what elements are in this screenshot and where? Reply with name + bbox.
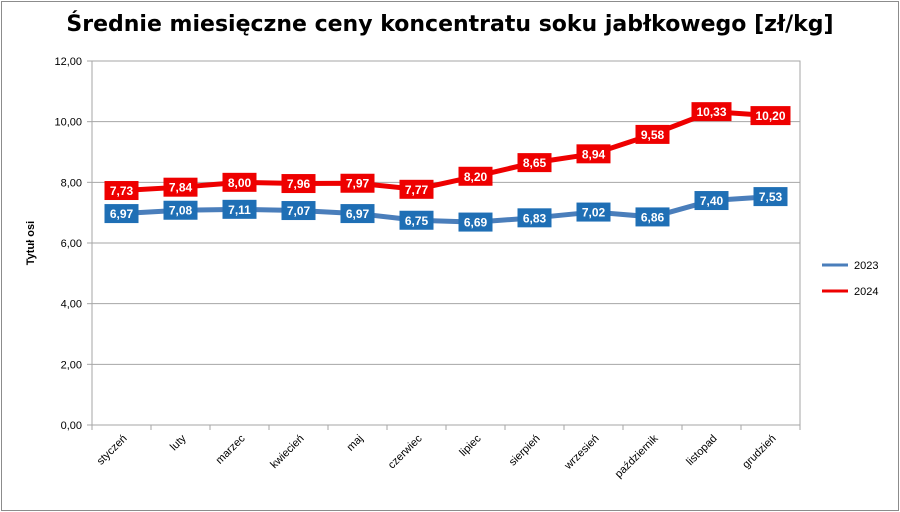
data-label-box bbox=[281, 174, 316, 194]
data-label-box bbox=[340, 204, 375, 224]
data-label-box bbox=[399, 210, 434, 230]
data-label-box bbox=[222, 172, 257, 192]
x-tick-label: luty bbox=[168, 432, 189, 453]
legend-label: 2023 bbox=[854, 260, 878, 272]
data-label: 7,77 bbox=[405, 183, 429, 197]
data-label-box bbox=[163, 177, 198, 197]
data-label-box bbox=[340, 173, 375, 193]
y-tick-label: 10,00 bbox=[54, 117, 82, 129]
data-label: 7,07 bbox=[287, 204, 311, 218]
data-label: 6,83 bbox=[523, 211, 547, 225]
data-label-box bbox=[517, 153, 552, 173]
x-tick-label: grudzień bbox=[740, 433, 778, 471]
x-tick-label: styczeń bbox=[95, 433, 130, 468]
data-label-box bbox=[635, 124, 670, 144]
chart-title: Średnie miesięczne ceny koncentratu soku… bbox=[66, 12, 834, 37]
data-label-box bbox=[163, 200, 198, 220]
x-tick-label: marzec bbox=[214, 432, 248, 466]
y-axis-title: Tytuł osi bbox=[25, 221, 37, 265]
data-label-box bbox=[222, 199, 257, 219]
x-tick-label: sierpień bbox=[507, 433, 543, 469]
x-tick-label: październik bbox=[613, 432, 661, 480]
data-label: 6,75 bbox=[405, 214, 429, 228]
data-label: 7,11 bbox=[228, 203, 251, 217]
data-label-box bbox=[458, 212, 493, 232]
data-label: 7,08 bbox=[169, 204, 193, 218]
data-label: 7,53 bbox=[759, 190, 783, 204]
data-label-box bbox=[694, 191, 729, 211]
data-label-box bbox=[635, 207, 670, 227]
y-tick-label: 4,00 bbox=[61, 299, 82, 311]
series-line-2024 bbox=[119, 109, 773, 194]
data-label: 8,65 bbox=[523, 156, 547, 170]
x-tick-label: czerwiec bbox=[386, 432, 425, 471]
data-label-box bbox=[576, 202, 611, 222]
y-tick-label: 0,00 bbox=[61, 420, 82, 432]
data-label: 7,97 bbox=[346, 177, 370, 191]
data-label: 6,97 bbox=[110, 207, 134, 221]
data-label: 6,86 bbox=[641, 210, 665, 224]
x-tick-label: maj bbox=[345, 433, 366, 454]
data-label-box bbox=[691, 102, 732, 122]
data-label: 7,84 bbox=[169, 181, 193, 195]
y-tick-label: 8,00 bbox=[61, 177, 82, 189]
data-label: 6,69 bbox=[464, 216, 488, 230]
data-label-box bbox=[281, 201, 316, 221]
x-tick-label: wrzesień bbox=[562, 433, 602, 473]
legend-label: 2024 bbox=[854, 286, 878, 298]
data-label-box bbox=[576, 144, 611, 164]
data-label: 10,20 bbox=[755, 109, 785, 123]
x-tick-label: listopad bbox=[684, 433, 719, 468]
data-label: 8,94 bbox=[582, 147, 606, 161]
data-label: 7,73 bbox=[110, 184, 134, 198]
data-label: 9,58 bbox=[641, 128, 665, 142]
data-label: 7,96 bbox=[287, 177, 311, 191]
data-label-box bbox=[458, 166, 493, 186]
data-label-box bbox=[399, 179, 434, 199]
data-label: 6,97 bbox=[346, 207, 370, 221]
y-tick-label: 12,00 bbox=[54, 56, 82, 68]
data-label-box bbox=[753, 187, 788, 207]
data-label: 7,40 bbox=[700, 194, 724, 208]
x-tick-label: kwiecień bbox=[268, 433, 306, 471]
y-tick-label: 2,00 bbox=[61, 359, 82, 371]
series-line-2023 bbox=[119, 194, 773, 225]
data-label: 7,02 bbox=[582, 206, 606, 220]
data-label-box bbox=[104, 181, 139, 201]
x-tick-label: lipiec bbox=[457, 432, 484, 459]
data-label-box bbox=[517, 208, 552, 228]
data-label-box bbox=[104, 204, 139, 224]
data-label: 10,33 bbox=[696, 105, 726, 119]
y-tick-label: 6,00 bbox=[61, 238, 82, 250]
data-label: 8,20 bbox=[464, 170, 488, 184]
data-label: 8,00 bbox=[228, 176, 252, 190]
data-label-box bbox=[750, 106, 791, 126]
